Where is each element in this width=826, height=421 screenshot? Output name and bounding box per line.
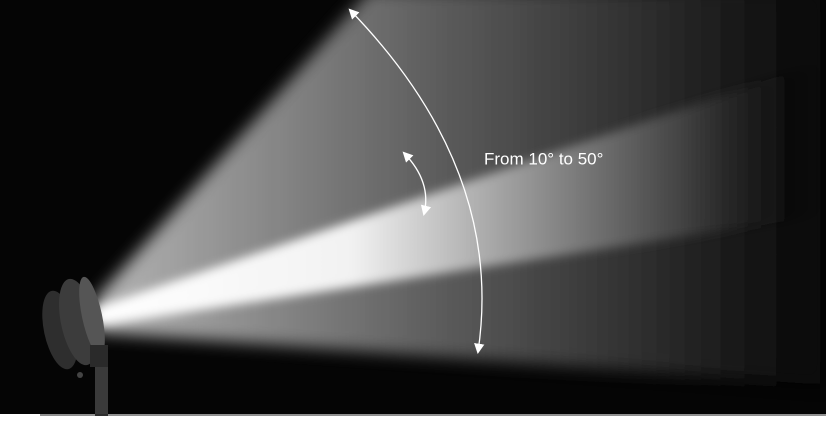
page: From 10° to 50° (() => { const data = JS…	[0, 0, 826, 421]
beam-illustration: From 10° to 50°	[0, 0, 826, 421]
angle-label: From 10° to 50°	[484, 149, 603, 168]
